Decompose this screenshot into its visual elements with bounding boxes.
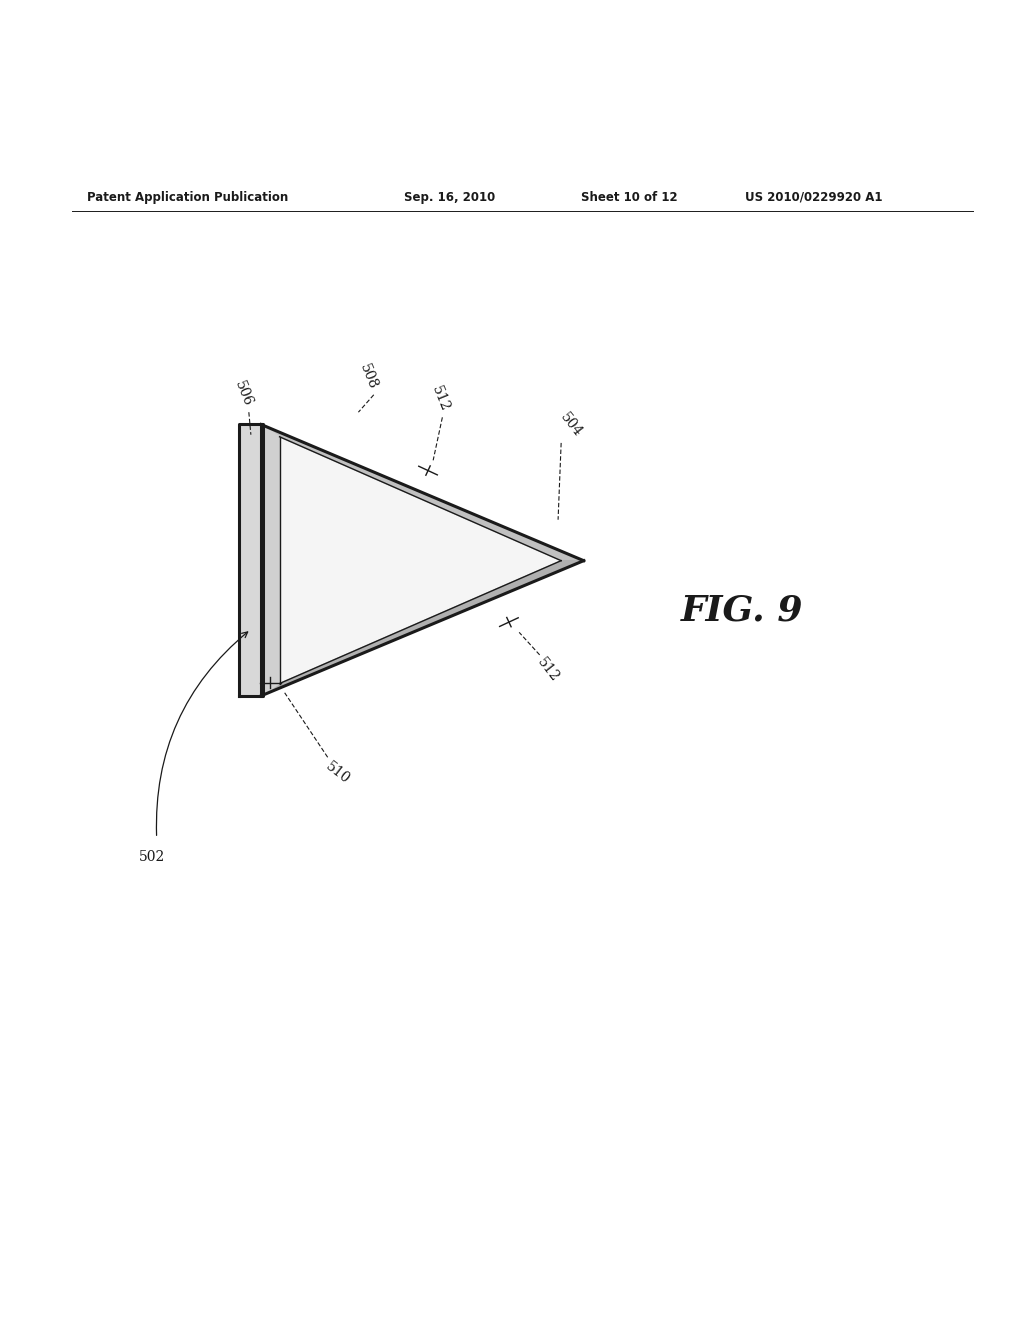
Text: Patent Application Publication: Patent Application Publication <box>87 190 289 203</box>
Polygon shape <box>261 561 584 696</box>
Text: 510: 510 <box>324 759 352 787</box>
Text: 504: 504 <box>558 409 585 440</box>
Text: 506: 506 <box>232 379 255 409</box>
Text: 512: 512 <box>535 656 561 685</box>
Polygon shape <box>239 425 263 696</box>
Text: Sheet 10 of 12: Sheet 10 of 12 <box>581 190 677 203</box>
Text: 512: 512 <box>429 384 452 413</box>
Polygon shape <box>280 437 561 684</box>
Text: US 2010/0229920 A1: US 2010/0229920 A1 <box>745 190 883 203</box>
Text: 508: 508 <box>357 362 380 391</box>
Polygon shape <box>261 425 584 561</box>
Polygon shape <box>261 425 280 696</box>
Text: FIG. 9: FIG. 9 <box>681 594 804 628</box>
Text: Sep. 16, 2010: Sep. 16, 2010 <box>404 190 496 203</box>
Text: 502: 502 <box>138 850 165 863</box>
